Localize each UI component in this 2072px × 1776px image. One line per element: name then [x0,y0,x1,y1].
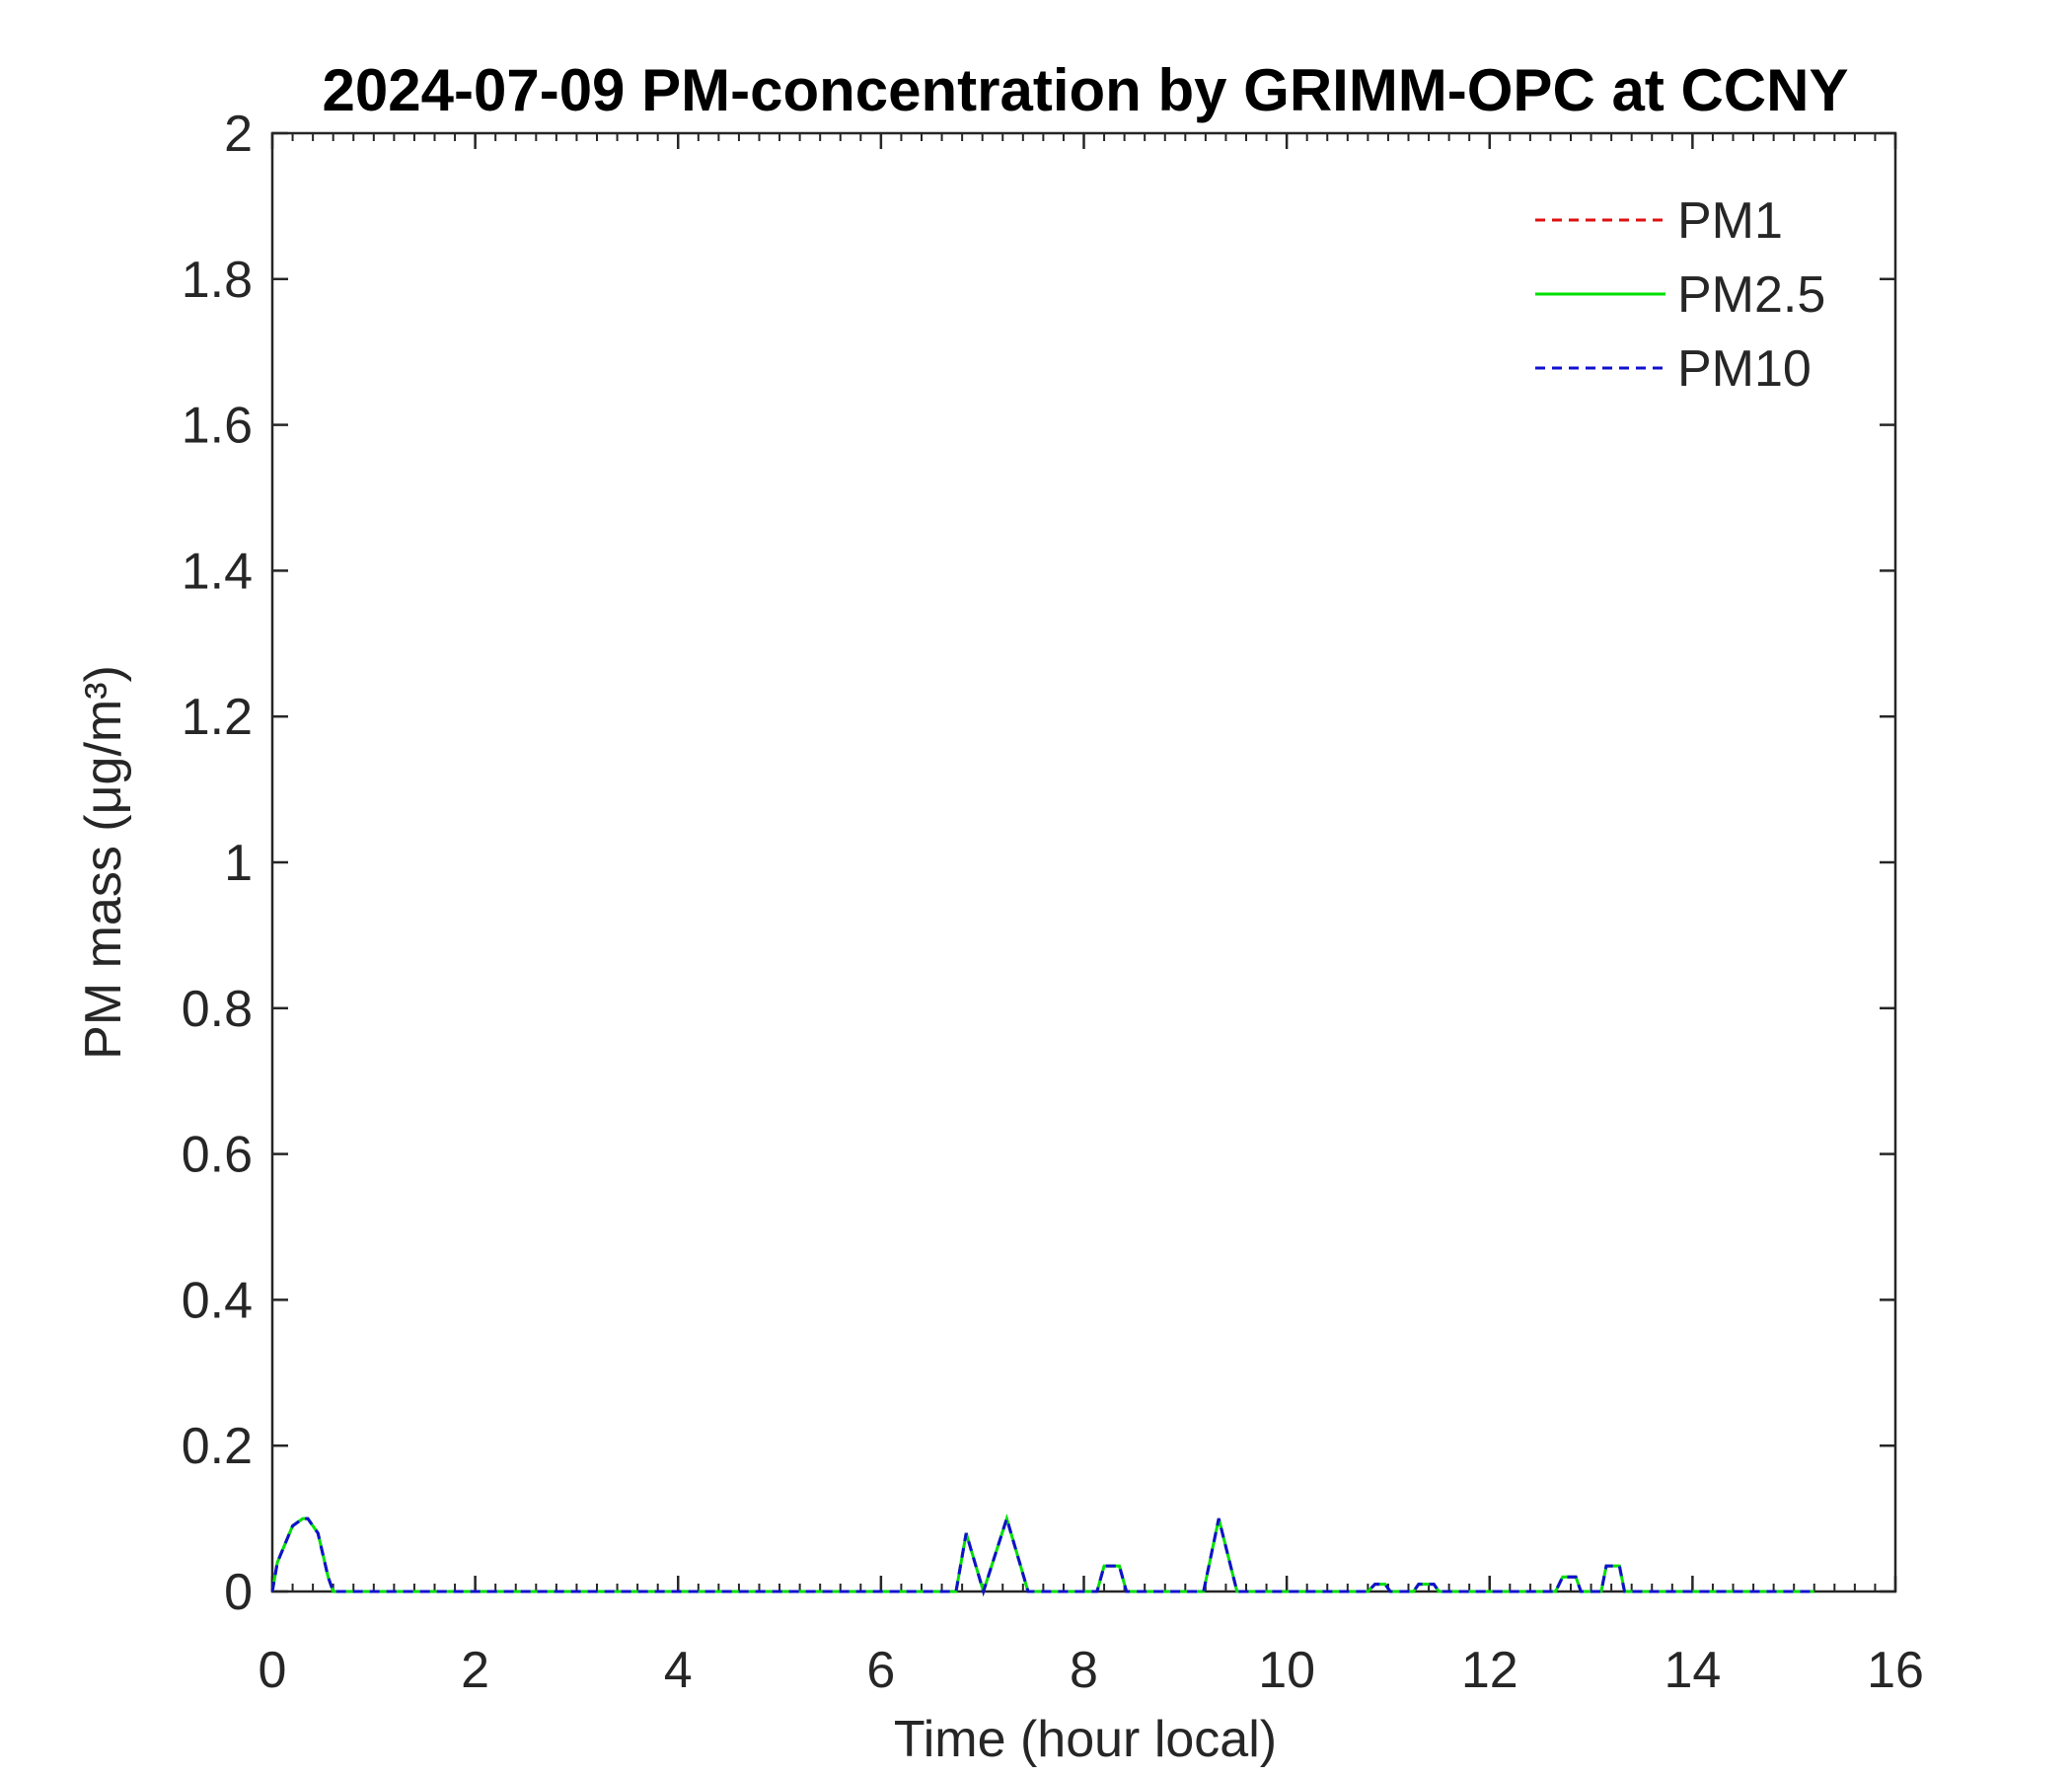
y-tick-label: 2 [224,106,253,163]
y-tick-label: 1.4 [182,543,253,600]
y-axis-label: PM mass (μg/m³) [75,665,132,1060]
x-tick-label: 12 [1461,1642,1518,1699]
data-line [270,1513,1814,1597]
y-tick-label: 0.6 [182,1127,253,1184]
x-tick-label: 16 [1867,1642,1924,1699]
x-tick-label: 4 [664,1642,693,1699]
x-tick-label: 6 [866,1642,895,1699]
data-line [270,1513,1814,1597]
legend-label: PM10 [1677,340,1812,398]
y-tick-label: 0.8 [182,981,253,1038]
x-tick-label: 10 [1258,1642,1315,1699]
plot-frame [270,131,1897,1593]
x-tick-label: 2 [461,1642,489,1699]
y-tick-label: 0.2 [182,1418,253,1475]
y-tick-label: 0 [224,1564,253,1621]
y-tick-label: 1.6 [182,398,253,455]
y-tick-label: 1.8 [182,252,253,309]
data-line [270,1513,1814,1597]
x-axis-label: Time (hour local) [894,1711,1277,1768]
legend-label: PM1 [1677,192,1783,250]
y-tick-label: 0.4 [182,1272,253,1329]
legend-label: PM2.5 [1677,266,1825,324]
x-tick-label: 14 [1664,1642,1721,1699]
y-tick-label: 1.2 [182,689,253,746]
x-tick-label: 8 [1070,1642,1098,1699]
y-tick-label: 1 [224,835,253,892]
x-tick-label: 0 [259,1642,287,1699]
chart-title: 2024-07-09 PM-concentration by GRIMM-OPC… [323,57,1849,123]
